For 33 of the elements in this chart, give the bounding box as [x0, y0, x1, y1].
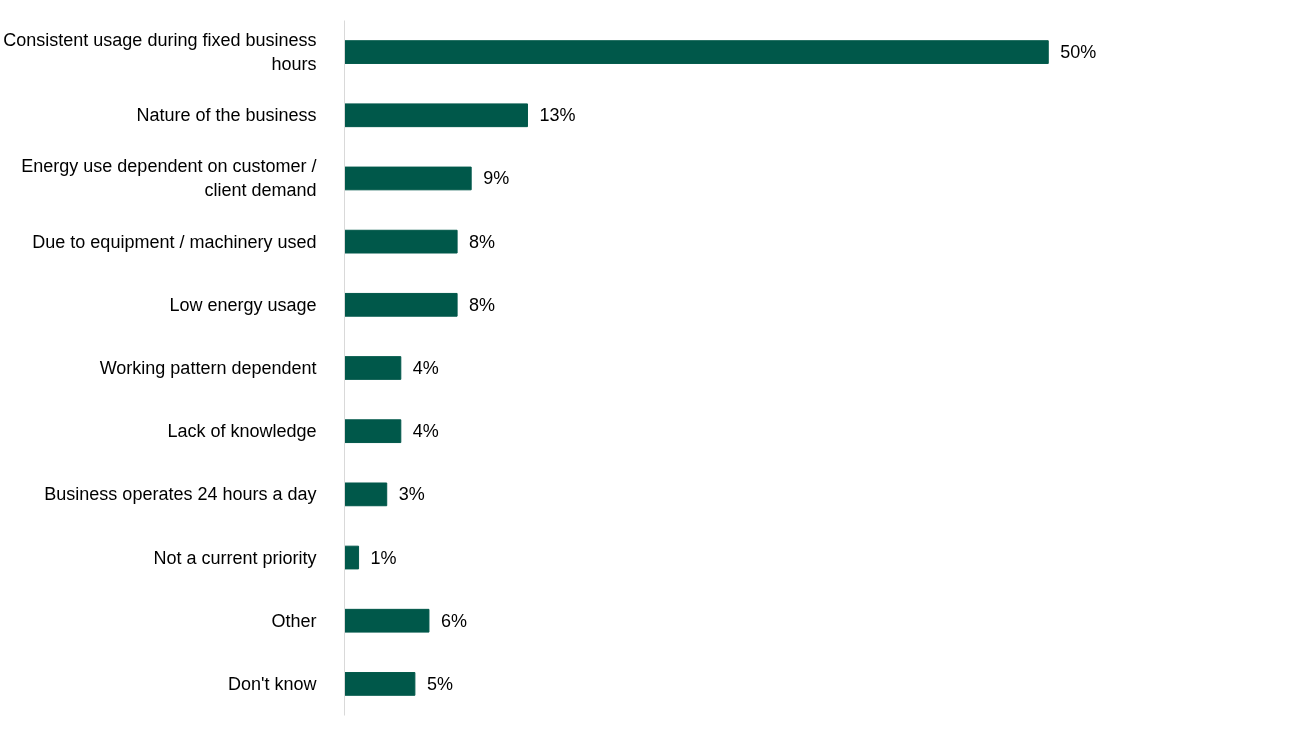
- y-tick-label: Not a current priority: [153, 547, 317, 568]
- y-tick-label: Energy use dependent on customer / client demand: [21, 156, 317, 201]
- data-label: 3%: [398, 484, 425, 505]
- data-label: 6%: [440, 610, 467, 631]
- bar: [344, 103, 528, 128]
- y-tick-label: Lack of knowledge: [167, 421, 317, 442]
- bar: [344, 40, 1049, 64]
- y-tick-label: Business operates 24 hours a day: [44, 484, 317, 505]
- data-label: 5%: [426, 673, 453, 694]
- y-tick-label: Nature of the business: [136, 105, 317, 126]
- y-tick-label: Other: [271, 610, 317, 631]
- bar: [344, 672, 416, 696]
- data-label: 9%: [483, 168, 510, 189]
- y-tick-label: Don't know: [228, 673, 318, 694]
- data-label: 8%: [469, 231, 496, 252]
- data-label: 4%: [412, 358, 439, 378]
- bar: [344, 419, 402, 444]
- data-label: 1%: [370, 547, 397, 568]
- bar: [344, 545, 360, 570]
- y-tick-label: Working pattern dependent: [99, 358, 317, 378]
- bar: [344, 356, 402, 380]
- data-label: 4%: [412, 421, 439, 442]
- bar: [344, 608, 430, 633]
- y-tick-label: Due to equipment / machinery used: [32, 231, 317, 252]
- data-label: 50%: [1060, 42, 1097, 63]
- data-label: 13%: [539, 105, 576, 126]
- data-label: 8%: [469, 294, 496, 315]
- y-tick-label: Consistent usage during fixed business hours: [3, 30, 317, 75]
- bar: [344, 229, 458, 254]
- bar: [344, 292, 458, 317]
- bar: [344, 482, 388, 507]
- y-tick-label: Low energy usage: [169, 294, 317, 315]
- bar: [344, 166, 472, 191]
